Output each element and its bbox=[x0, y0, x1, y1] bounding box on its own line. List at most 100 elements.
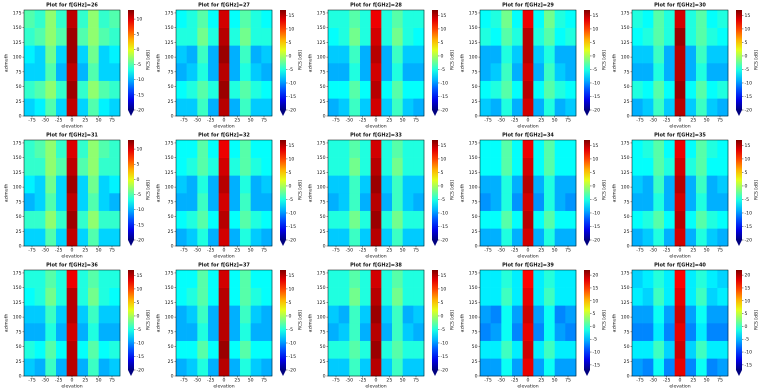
heatmap-cell bbox=[533, 270, 545, 288]
heatmap-cell bbox=[24, 210, 35, 229]
y-tick-label: 175 bbox=[469, 140, 478, 146]
heatmap-cell bbox=[554, 45, 566, 64]
heatmap-cell bbox=[522, 287, 534, 306]
heatmap-cell bbox=[674, 45, 686, 64]
heatmap-cell bbox=[45, 10, 57, 28]
heatmap-cell bbox=[24, 287, 35, 306]
heatmap-cell bbox=[66, 358, 78, 377]
colorbar-tick-label: -10 bbox=[593, 210, 601, 216]
heatmap-cell bbox=[66, 10, 78, 28]
heatmap-cell bbox=[522, 228, 534, 247]
heatmap-cell bbox=[77, 193, 89, 211]
heatmap-cell bbox=[208, 228, 219, 247]
heatmap-cell bbox=[109, 157, 121, 176]
heatmap-cell bbox=[642, 140, 654, 158]
y-tick-label: 150 bbox=[621, 25, 630, 31]
heatmap-cell bbox=[240, 305, 251, 324]
colorbar-label: RCS [dB] bbox=[298, 310, 304, 330]
heatmap-cell bbox=[77, 63, 89, 81]
heatmap-cell bbox=[197, 193, 209, 211]
heatmap-cell bbox=[197, 63, 209, 81]
colorbar-tick-label: -15 bbox=[745, 362, 753, 368]
heatmap-cell bbox=[674, 340, 686, 359]
heatmap-cell bbox=[360, 10, 371, 28]
colorbar-tick-label: -10 bbox=[745, 350, 753, 356]
x-tick-label: 25 bbox=[234, 248, 240, 254]
heatmap-cell bbox=[349, 63, 361, 81]
y-tick-label: 175 bbox=[621, 140, 630, 146]
y-tick-label: 25 bbox=[320, 229, 326, 235]
heatmap-cell bbox=[338, 305, 350, 324]
heatmap-cell bbox=[88, 27, 99, 46]
heatmap-cell bbox=[197, 27, 209, 46]
colorbar-tick-label: 0 bbox=[745, 324, 748, 330]
heatmap-cell bbox=[664, 210, 675, 229]
heatmap-cell bbox=[176, 287, 187, 306]
heatmap-cell bbox=[250, 305, 262, 324]
colorbar-tick-label: -10 bbox=[593, 350, 601, 356]
colorbar-tick-label: 10 bbox=[289, 156, 295, 162]
y-tick-label: 75 bbox=[624, 69, 630, 75]
x-axis-label: elevation bbox=[517, 384, 538, 390]
heatmap-cell bbox=[501, 193, 513, 211]
x-tick-label: -25 bbox=[359, 118, 367, 124]
heatmap-cell bbox=[402, 193, 414, 211]
heatmap-cell bbox=[565, 140, 577, 158]
heatmap-cell bbox=[544, 80, 555, 99]
heatmap-cell bbox=[176, 10, 187, 28]
y-axis-label: azimuth bbox=[308, 184, 314, 203]
x-tick-label: 0 bbox=[679, 248, 682, 254]
heatmap-cell bbox=[706, 193, 718, 211]
heatmap-cell bbox=[109, 175, 121, 194]
heatmap-cell bbox=[706, 305, 718, 324]
x-axis-label: elevation bbox=[213, 254, 234, 260]
heatmap-cell bbox=[632, 287, 643, 306]
heatmap-cell bbox=[197, 228, 209, 247]
colorbar-tick-label: 0 bbox=[745, 53, 748, 59]
heatmap-cell bbox=[512, 323, 523, 341]
y-tick-label: 25 bbox=[16, 99, 22, 105]
heatmap-cell bbox=[349, 305, 361, 324]
heatmap-cell bbox=[45, 157, 57, 176]
heatmap-cell bbox=[98, 157, 110, 176]
colorbar-tick-label: 10 bbox=[745, 156, 751, 162]
y-tick-label: 25 bbox=[168, 359, 174, 365]
heatmap-cell bbox=[480, 157, 491, 176]
x-tick-label: 25 bbox=[538, 118, 544, 124]
y-tick-label: 100 bbox=[317, 185, 326, 191]
heatmap-cell bbox=[176, 323, 187, 341]
heatmap-cell bbox=[381, 270, 393, 288]
x-tick-label: 0 bbox=[527, 378, 530, 384]
heatmap-cell bbox=[109, 305, 121, 324]
colorbar-tick-label: 5 bbox=[137, 300, 140, 306]
heatmap-cell bbox=[674, 228, 686, 247]
heatmap-cell bbox=[696, 98, 707, 117]
colorbar-extension bbox=[736, 240, 742, 246]
y-tick-label: 125 bbox=[13, 170, 22, 176]
colorbar-tick-label: 5 bbox=[593, 170, 596, 176]
heatmap-cell bbox=[664, 228, 675, 247]
y-tick-label: 175 bbox=[165, 10, 174, 16]
colorbar-tick-label: -20 bbox=[137, 238, 145, 244]
heatmap-cell bbox=[45, 270, 57, 288]
heatmap-cell bbox=[98, 358, 110, 377]
heatmap-cell bbox=[197, 323, 209, 341]
heatmap-cell bbox=[522, 305, 534, 324]
heatmap-cell bbox=[349, 80, 361, 99]
heatmap-cell bbox=[77, 323, 89, 341]
x-tick-label: 25 bbox=[234, 118, 240, 124]
heatmap-cell bbox=[370, 270, 382, 288]
heatmap-cell bbox=[218, 323, 230, 341]
heatmap-cell bbox=[544, 157, 555, 176]
colorbar-extension bbox=[128, 240, 134, 246]
heatmap-cell bbox=[674, 27, 686, 46]
heatmap-cell bbox=[24, 358, 35, 377]
colorbar bbox=[280, 10, 286, 110]
y-axis-label: azimuth bbox=[460, 184, 466, 203]
heatmap-cell bbox=[565, 98, 577, 117]
y-tick-label: 150 bbox=[165, 155, 174, 161]
heatmap-cell bbox=[24, 193, 35, 211]
colorbar-tick-label: -15 bbox=[593, 224, 601, 230]
y-axis-label: azimuth bbox=[156, 314, 162, 333]
heatmap-cell bbox=[109, 140, 121, 158]
